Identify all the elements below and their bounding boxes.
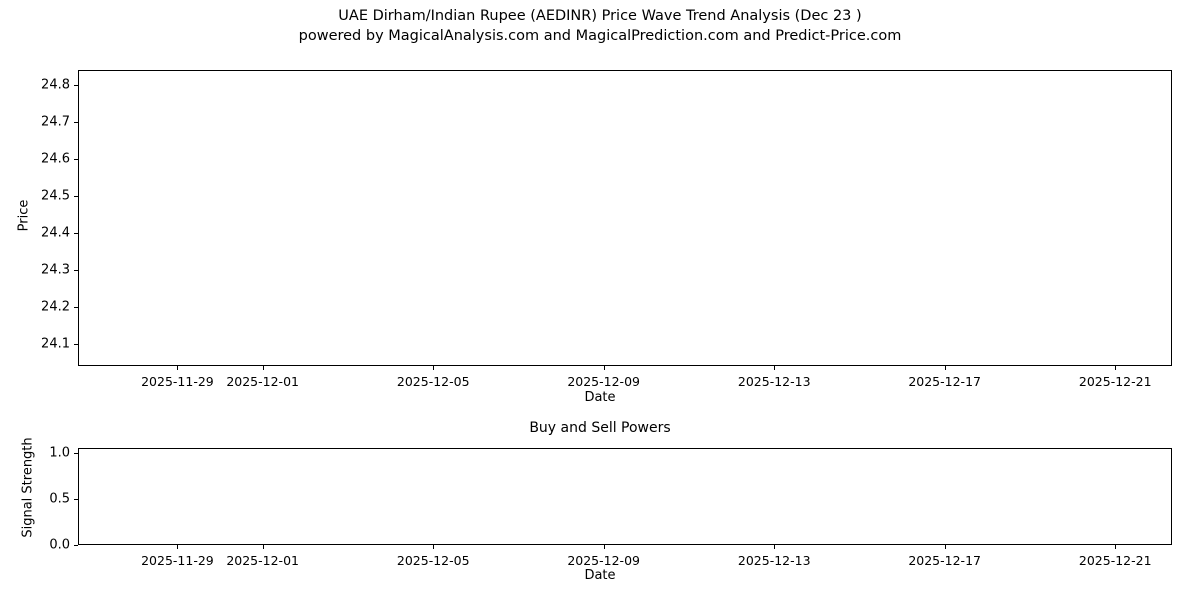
price-y-tick-label: 24.3: [41, 262, 70, 278]
bars-x-tick-mark: [177, 545, 179, 549]
bars-y-tick-mark: [74, 545, 78, 546]
bars-x-tick-mark: [603, 545, 605, 549]
price-y-tick-label: 24.8: [41, 77, 70, 93]
price-y-tick-mark: [74, 121, 78, 123]
chart-title-block: UAE Dirham/Indian Rupee (AEDINR) Price W…: [0, 6, 1200, 46]
bars-panel-frame: [78, 448, 1172, 545]
price-x-tick-label: 2025-11-29: [141, 374, 214, 389]
price-y-tick-label: 24.7: [41, 114, 70, 130]
price-y-tick-label: 24.1: [41, 336, 70, 352]
price-x-tick-label: 2025-12-05: [396, 374, 470, 389]
bars-y-tick-label: 0.0: [49, 537, 70, 553]
chart-title-line-2: powered by MagicalAnalysis.com and Magic…: [298, 28, 902, 44]
price-x-tick-label: 2025-12-17: [908, 374, 981, 389]
price-x-tick-label: 2025-12-01: [226, 374, 299, 389]
bars-x-tick-mark: [262, 545, 264, 549]
price-y-axis-label: Price: [16, 199, 32, 232]
price-x-tick-mark: [603, 366, 605, 370]
bars-x-tick-mark: [433, 545, 435, 549]
price-x-tick-label: 2025-12-09: [567, 374, 640, 389]
price-x-tick-mark: [1115, 366, 1117, 370]
bars-x-axis-label: Date: [584, 568, 616, 583]
price-wave-panel: MagicalAnalysis.com MagicalPrediction.co…: [41, 70, 1172, 389]
price-panel-frame: [78, 70, 1172, 366]
bars-y-tick-label: 0.5: [49, 491, 70, 507]
bars-x-tick-mark: [944, 545, 946, 549]
price-x-axis-label: Date: [584, 390, 616, 405]
price-x-tick-label: 2025-12-13: [737, 374, 811, 389]
bars-x-tick-mark: [774, 545, 776, 549]
price-x-tick-mark: [944, 366, 946, 370]
bars-y-tick-mark: [74, 499, 78, 501]
bars-panel-title: Buy and Sell Powers: [529, 420, 671, 436]
price-x-tick-mark: [774, 366, 776, 370]
price-y-tick-label: 24.6: [41, 151, 70, 167]
bars-y-tick-mark: [74, 453, 78, 455]
price-x-tick-mark: [262, 366, 264, 370]
bars-x-tick-label: 2025-12-17: [908, 553, 981, 568]
price-y-tick-mark: [74, 343, 78, 345]
bars-x-tick-label: 2025-12-09: [567, 553, 640, 568]
price-y-tick-label: 24.2: [41, 299, 70, 315]
price-y-tick-mark: [74, 158, 78, 160]
bars-y-axis-label: Signal Strength: [20, 437, 36, 538]
bars-x-tick-label: 2025-12-21: [1078, 553, 1152, 568]
price-y-tick-label: 24.5: [41, 188, 70, 204]
price-y-tick-mark: [74, 232, 78, 234]
price-y-tick-mark: [74, 84, 78, 86]
price-x-tick-label: 2025-12-21: [1078, 374, 1152, 389]
price-y-tick-label: 24.4: [41, 225, 70, 241]
price-x-tick-mark: [177, 366, 179, 370]
bars-x-tick-label: 2025-12-05: [396, 553, 470, 568]
price-y-tick-mark: [74, 306, 78, 308]
bars-x-tick-label: 2025-11-29: [141, 553, 214, 568]
bars-x-tick-mark: [1115, 545, 1117, 549]
price-y-tick-mark: [74, 269, 78, 271]
bars-y-tick-label: 1.0: [49, 445, 70, 461]
bars-x-tick-label: 2025-12-13: [737, 553, 811, 568]
buy-sell-powers-panel: MagicalAnalysis.com MagicalPrediction.co…: [49, 446, 1172, 568]
price-x-tick-mark: [433, 366, 435, 370]
bars-x-tick-label: 2025-12-01: [226, 553, 299, 568]
chart-title-line-1: UAE Dirham/Indian Rupee (AEDINR) Price W…: [338, 8, 862, 24]
price-y-tick-mark: [74, 195, 78, 197]
